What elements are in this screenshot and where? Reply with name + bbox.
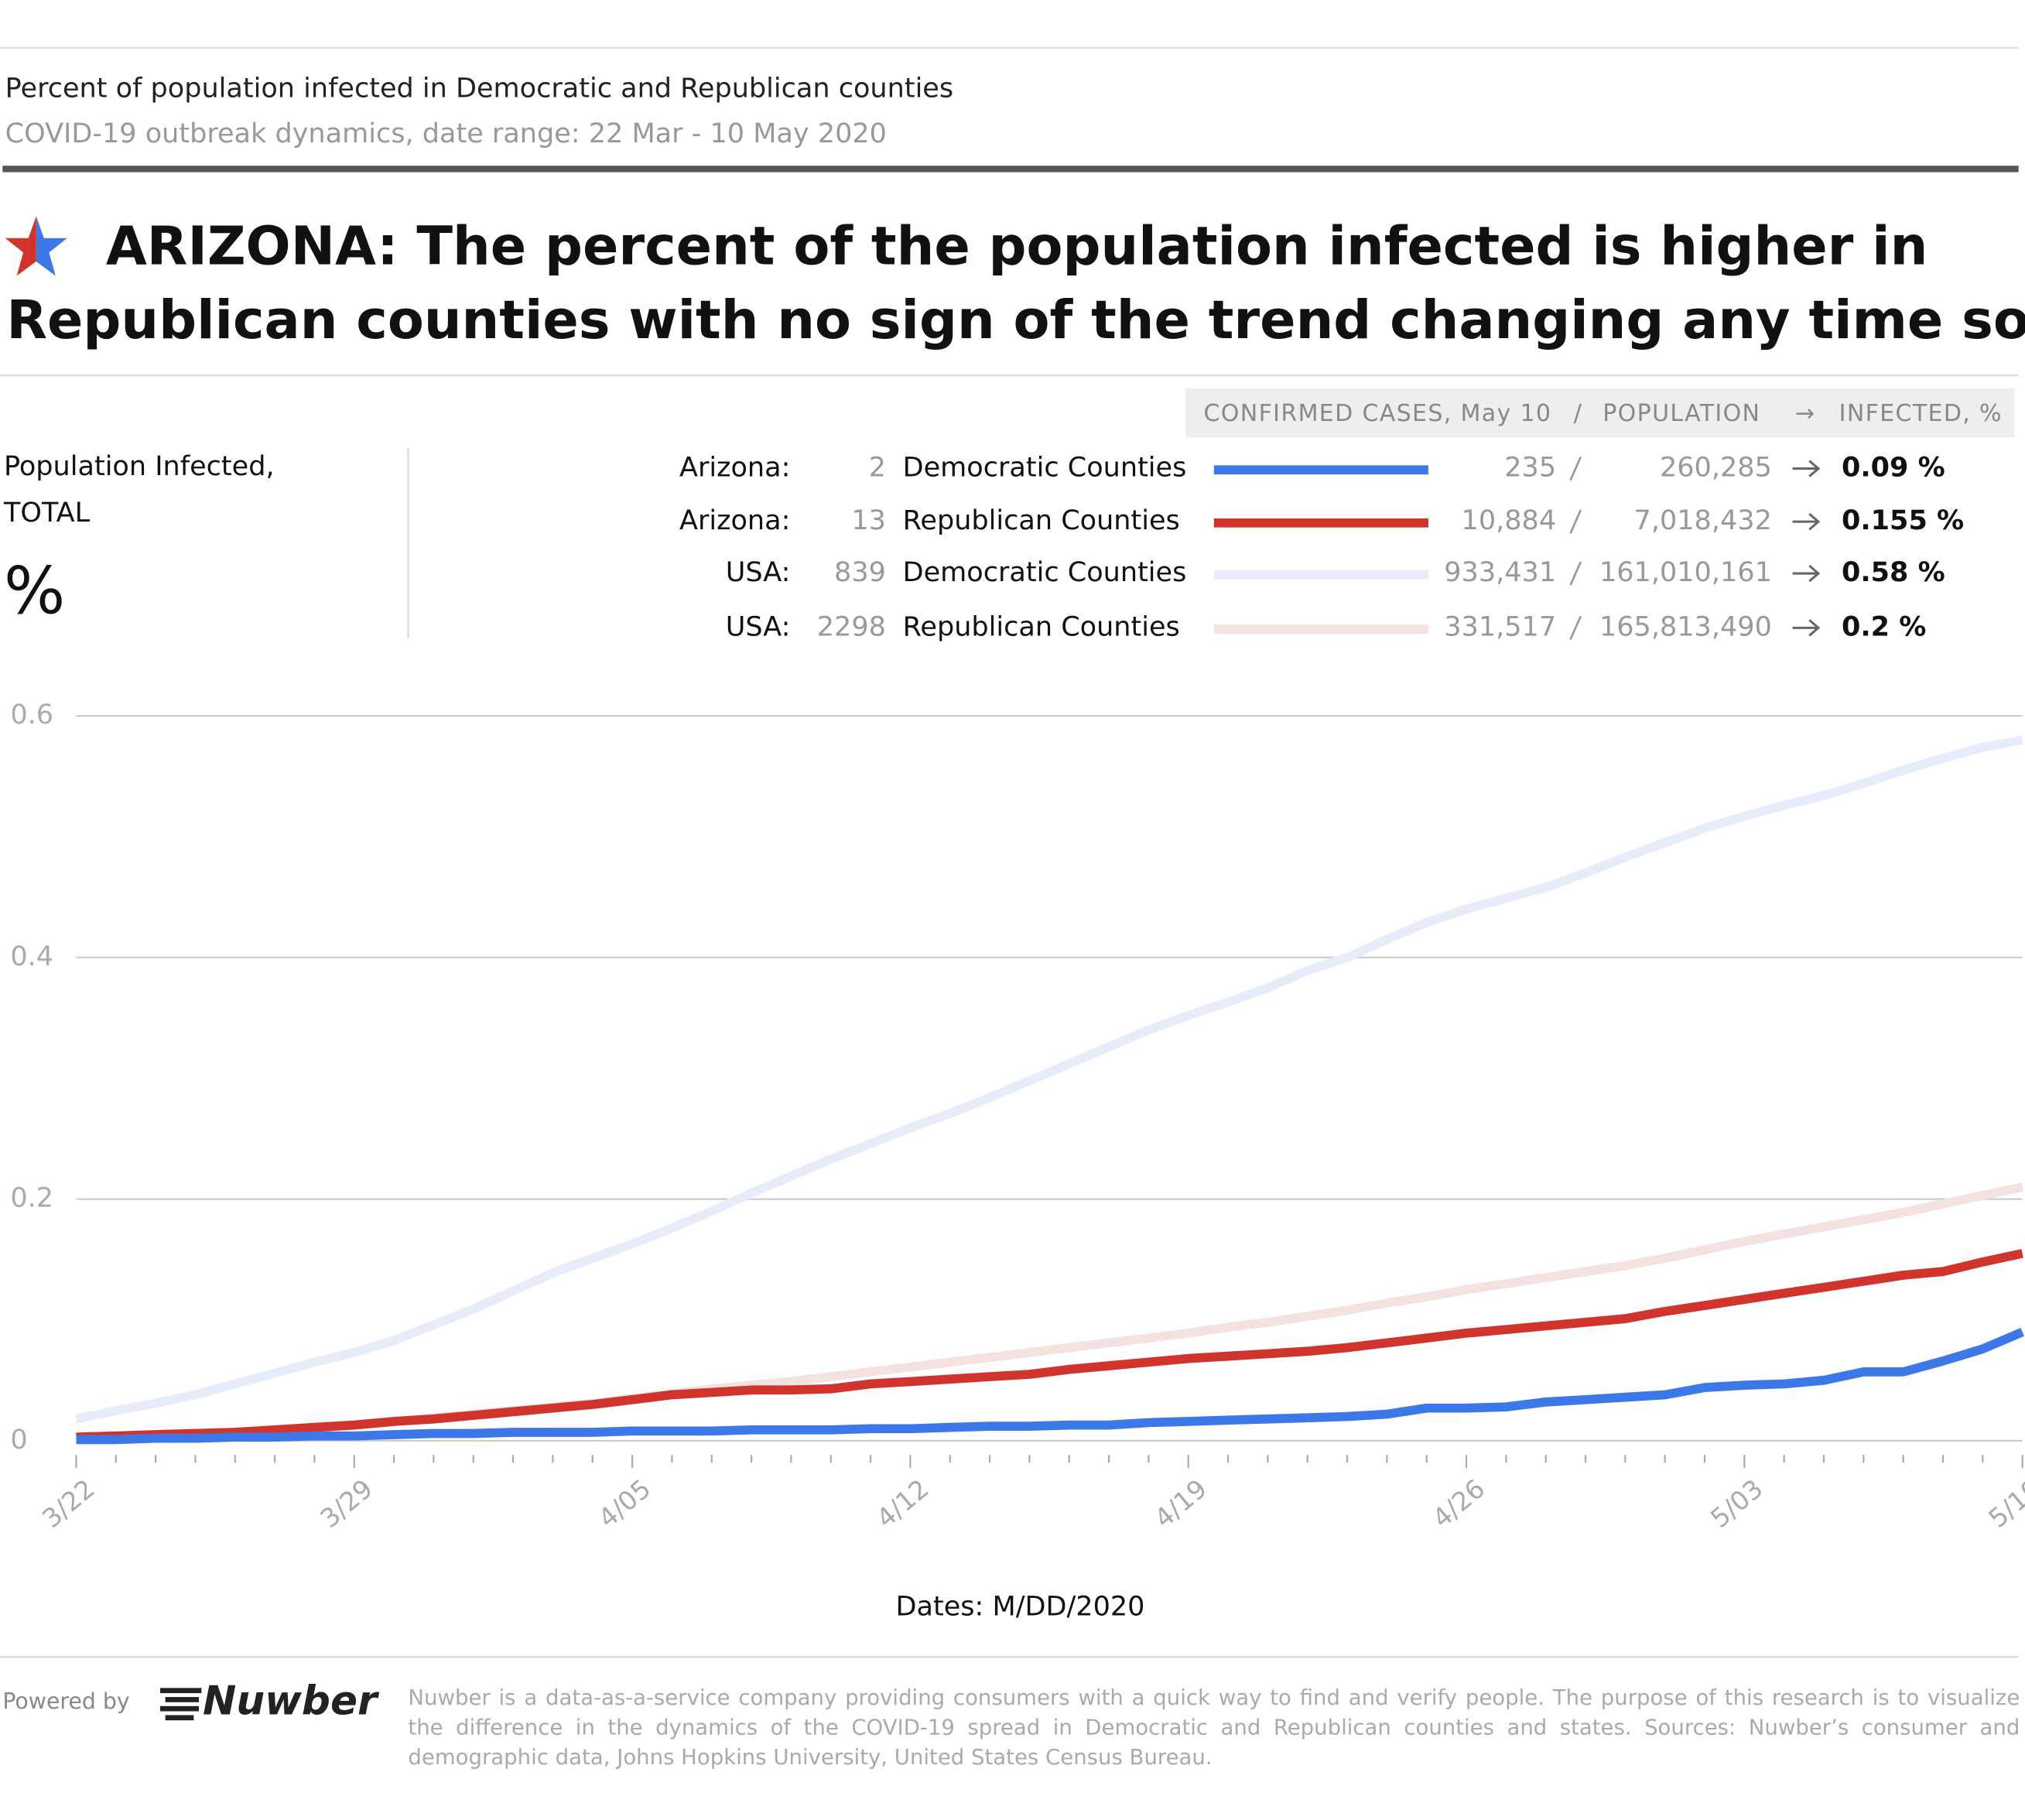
arrow [1792, 564, 1821, 583]
star-icon [5, 216, 67, 276]
legend-infected: 0.58 % [1842, 556, 1945, 588]
slash [1569, 615, 1582, 640]
x-axis-label: Dates: M/DD/2020 [896, 1591, 1145, 1623]
slash [1569, 509, 1582, 534]
legend-header-bg [1185, 388, 2015, 438]
legend-name: Republican Counties [903, 611, 1180, 642]
legend-population: 7,018,432 [1634, 505, 1772, 536]
slash [1569, 561, 1582, 586]
headline: Republican counties with no sign of the … [6, 289, 2025, 351]
legend-region: USA: [726, 556, 791, 588]
legend-name: Republican Counties [903, 505, 1180, 536]
legend-cases: 331,517 [1444, 611, 1556, 642]
legend-header: / [1574, 400, 1582, 427]
legend-cases: 933,431 [1444, 556, 1556, 588]
legend-count: 2298 [817, 611, 886, 642]
chart-subtitle: COVID-19 outbreak dynamics, date range: … [5, 118, 887, 149]
arrow [1792, 619, 1821, 637]
legend-header: INFECTED, % [1839, 400, 2003, 427]
y-axis-label: Population Infected, [4, 450, 275, 482]
legend-region: Arizona: [679, 505, 790, 536]
series-line [76, 1249, 2023, 1442]
powered-by: Powered by [2, 1688, 129, 1714]
legend-population: 260,285 [1660, 452, 1772, 484]
legend-count: 13 [851, 505, 886, 536]
headline: ARIZONA: The percent of the population i… [106, 215, 1928, 277]
legend-name: Democratic Counties [903, 556, 1187, 588]
series-line [76, 1327, 2024, 1445]
legend-count: 839 [834, 556, 886, 588]
slash [1569, 456, 1582, 481]
legend-cases: 10,884 [1462, 505, 1557, 536]
chart-title: Percent of population infected in Democr… [5, 72, 953, 104]
y-tick-label: 0 [10, 1424, 27, 1456]
arrow [1792, 512, 1821, 531]
legend-header: CONFIRMED CASES, May 10 [1204, 400, 1552, 427]
y-tick-label: 0.6 [10, 699, 53, 730]
y-tick-label: 0.4 [10, 940, 53, 972]
y-axis-label: TOTAL [3, 497, 91, 529]
legend-region: USA: [726, 611, 791, 642]
footer-note-box: Nuwber is a data-as-a-service company pr… [408, 1685, 2020, 1770]
y-tick-label: 0.2 [10, 1182, 53, 1214]
legend-region: Arizona: [679, 452, 790, 484]
heavy-rule [2, 166, 2019, 173]
legend-cases: 235 [1504, 452, 1556, 484]
legend-count: 2 [869, 452, 886, 484]
arrow [1792, 460, 1821, 477]
legend-infected: 0.155 % [1842, 505, 1964, 536]
brand-stripes [159, 1688, 202, 1721]
y-axis-unit: % [4, 552, 65, 628]
legend-name: Democratic Counties [903, 452, 1187, 484]
series-line [75, 735, 2023, 1424]
legend-infected: 0.2 % [1842, 611, 1926, 642]
legend-population: 161,010,161 [1599, 556, 1772, 588]
footer-note: Nuwber is a data-as-a-service company pr… [408, 1685, 2020, 1770]
legend-header: → [1795, 400, 1816, 427]
legend-header: POPULATION [1603, 400, 1760, 427]
legend-infected: 0.09 % [1842, 452, 1945, 484]
brand: Nuwber [203, 1678, 380, 1724]
legend-population: 165,813,490 [1599, 611, 1772, 642]
